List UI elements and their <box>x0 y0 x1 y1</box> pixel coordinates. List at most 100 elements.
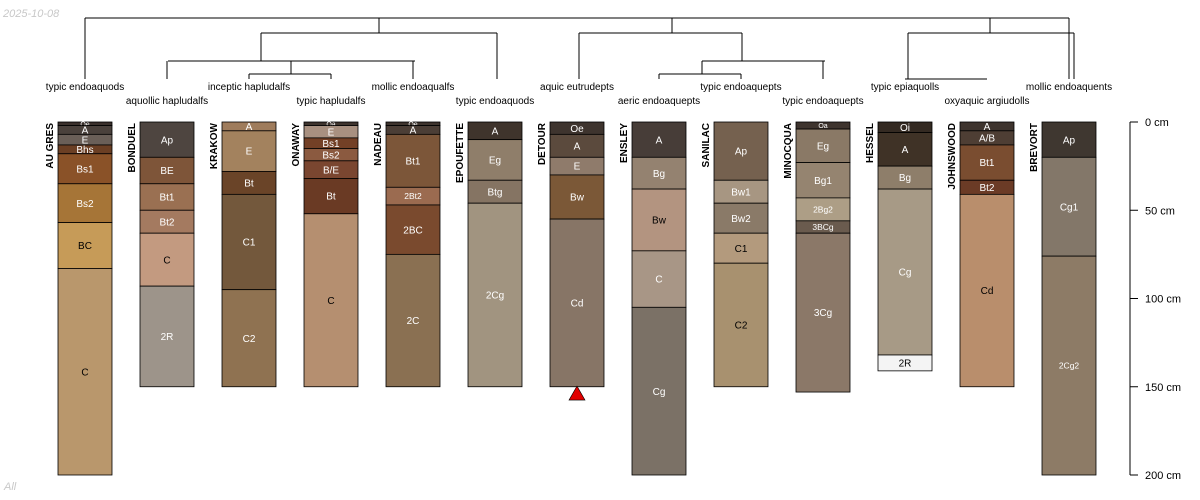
horizon-label-ensley-bg: Bg <box>653 169 665 180</box>
horizon-sanilac-ap <box>713 121 769 181</box>
horizon-label-detour-e: E <box>574 162 581 173</box>
dendrogram <box>84 17 1075 80</box>
classification-label-au-gres: typic endoaquods <box>46 82 124 93</box>
depth-tick-label-150: 150 cm <box>1145 382 1181 394</box>
horizon-label-hessel-a: A <box>902 145 909 156</box>
horizon-label-onaway-bt: Bt <box>326 192 336 203</box>
horizon-label-minocqua-bg1: Bg1 <box>814 176 832 187</box>
horizon-label-au-gres-bhs: Bhs <box>76 145 93 156</box>
markers <box>568 385 586 401</box>
horizon-brevort-2cg2 <box>1041 255 1097 476</box>
horizon-label-ensley-a: A <box>656 135 663 146</box>
horizon-label-au-gres-bs2: Bs2 <box>76 199 94 210</box>
horizon-label-onaway-e: E <box>328 127 335 138</box>
horizon-label-onaway-b-e: B/E <box>323 165 339 176</box>
footer-label: All <box>4 481 17 493</box>
classification-label-onaway: typic hapludalfs <box>297 96 366 107</box>
depth-tick-label-50: 50 cm <box>1145 205 1175 217</box>
horizon-label-sanilac-bw2: Bw2 <box>731 214 751 225</box>
horizon-label-epoufette-eg: Eg <box>489 156 501 167</box>
horizon-label-hessel-oi: Oi <box>900 123 910 134</box>
horizon-ensley-c <box>631 250 687 308</box>
horizon-epoufette-eg <box>467 139 523 181</box>
horizon-label-brevort-cg1: Cg1 <box>1060 202 1079 213</box>
horizon-label-onaway-bs1: Bs1 <box>322 139 340 150</box>
horizon-ensley-bw <box>631 188 687 252</box>
horizon-label-ensley-c: C <box>655 275 662 286</box>
horizon-label-detour-cd: Cd <box>571 299 584 310</box>
horizon-label-bonduel-bt1: Bt1 <box>159 193 174 204</box>
horizon-label-brevort-ap: Ap <box>1063 135 1076 146</box>
horizon-krakow-e <box>221 130 277 172</box>
classification-label-nadeau: mollic endoaqualfs <box>372 82 455 93</box>
horizon-label-epoufette-a: A <box>492 126 499 137</box>
profile-name-bonduel: BONDUEL <box>127 123 138 172</box>
horizon-hessel-a <box>877 132 933 167</box>
horizon-detour-bw <box>549 174 605 220</box>
profile-bonduel: Ap BE Bt1 Bt2 C 2R BONDUEL <box>127 121 195 388</box>
profile-name-ensley: ENSLEY <box>619 123 630 163</box>
depth-tick-label-200: 200 cm <box>1145 470 1181 482</box>
horizon-ensley-cg <box>631 306 687 476</box>
horizon-onaway-c <box>303 213 359 388</box>
horizon-label-johnswood-cd: Cd <box>981 286 994 297</box>
horizon-label-detour-oe: Oe <box>570 124 584 135</box>
profile-name-hessel: HESSEL <box>865 123 876 163</box>
horizon-label-minocqua-2bg2: 2Bg2 <box>813 204 833 214</box>
profile-name-onaway: ONAWAY <box>291 123 302 167</box>
horizon-brevort-cg1 <box>1041 156 1097 257</box>
marker-detour-triangle <box>568 385 586 401</box>
horizon-hessel-cg <box>877 188 933 356</box>
depth-tick-label-100: 100 cm <box>1145 294 1181 306</box>
horizon-label-nadeau-bt1: Bt1 <box>405 156 420 167</box>
profile-ensley: A Bg Bw C Cg ENSLEY <box>619 121 687 476</box>
classification-label-johnswood: oxyaquic argiudolls <box>944 96 1029 107</box>
profile-name-epoufette: EPOUFETTE <box>455 123 466 183</box>
horizon-label-bonduel-ap: Ap <box>161 135 174 146</box>
classification-label-minocqua: typic endoaquepts <box>782 96 863 107</box>
horizon-label-hessel-2r: 2R <box>899 359 912 370</box>
profile-minocqua: Oa Eg Bg1 2Bg2 3BCg 3Cg MINOCQUA <box>783 121 851 393</box>
horizon-label-onaway-bs2: Bs2 <box>322 150 340 161</box>
horizon-label-johnswood-bt1: Bt1 <box>979 158 994 169</box>
horizon-brevort-ap <box>1041 121 1097 158</box>
profile-detour: Oe AE Bw Cd DETOUR <box>537 121 605 388</box>
profile-name-krakow: KRAKOW <box>209 122 220 169</box>
horizon-label-sanilac-c1: C1 <box>735 244 748 255</box>
horizon-label-onaway-oa: Oa <box>326 121 335 128</box>
horizon-minocqua-bg1 <box>795 162 851 199</box>
profile-name-nadeau: NADEAU <box>373 123 384 166</box>
horizon-label-johnswood-bt2: Bt2 <box>979 183 994 194</box>
horizon-label-johnswood-a-b: A/B <box>979 133 995 144</box>
horizon-nadeau-bt1 <box>385 133 441 188</box>
date-stamp: 2025-10-08 <box>3 8 60 20</box>
horizon-au-gres-bc <box>57 222 113 269</box>
horizon-label-au-gres-e: E <box>82 135 89 146</box>
horizon-label-nadeau-2bt2: 2Bt2 <box>404 191 422 201</box>
horizon-label-bonduel-2r: 2R <box>161 332 174 343</box>
horizon-sanilac-bw2 <box>713 202 769 234</box>
classification-label-bonduel: aquollic hapludalfs <box>126 96 208 107</box>
horizon-label-minocqua-3cg: 3Cg <box>814 308 832 319</box>
horizon-label-au-gres-c: C <box>81 367 88 378</box>
profile-name-au-gres: AU GRES <box>45 123 56 169</box>
horizon-label-nadeau-oe: Oe <box>408 121 417 128</box>
horizon-ensley-bg <box>631 156 687 190</box>
profile-krakow: A E Bt C1 C2 KRAKOW <box>209 121 277 388</box>
profile-epoufette: A Eg Btg 2Cg EPOUFETTE <box>455 121 523 388</box>
profile-name-sanilac: SANILAC <box>701 123 712 167</box>
horizon-label-sanilac-ap: Ap <box>735 147 748 158</box>
profile-hessel: Oi A Bg Cg 2R HESSEL <box>865 121 933 372</box>
horizon-label-nadeau-2bc: 2BC <box>403 225 422 236</box>
profile-name-detour: DETOUR <box>537 122 548 165</box>
classification-label-brevort: mollic endoaquents <box>1026 82 1112 93</box>
horizon-onaway-bt <box>303 178 359 215</box>
horizon-label-minocqua-eg: Eg <box>817 141 829 152</box>
horizon-label-sanilac-c2: C2 <box>735 321 748 332</box>
horizon-johnswood-bt1 <box>959 144 1015 181</box>
horizon-label-bonduel-be: BE <box>160 166 174 177</box>
classification-label-sanilac: typic endoaquepts <box>700 82 781 93</box>
